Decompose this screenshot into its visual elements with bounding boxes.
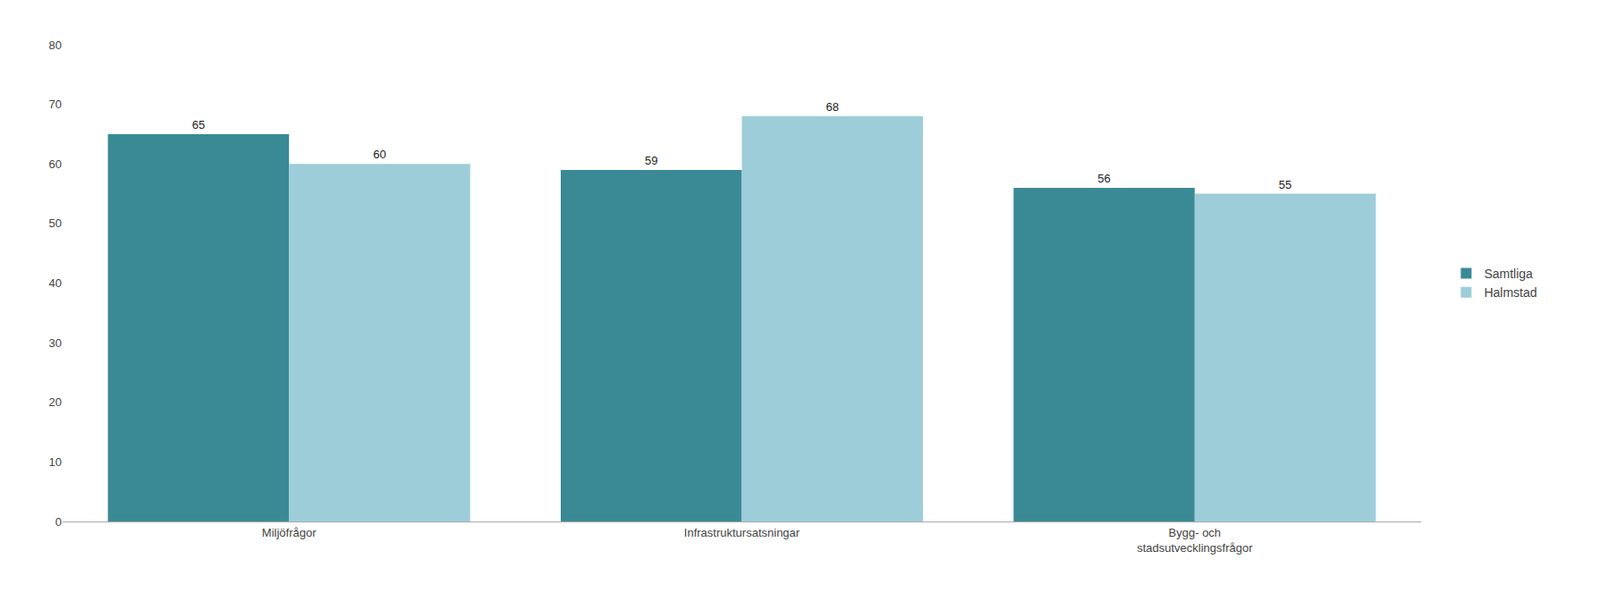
svg-text:60: 60 bbox=[372, 147, 386, 161]
svg-text:56: 56 bbox=[1097, 171, 1110, 186]
svg-text:80: 80 bbox=[49, 38, 62, 52]
svg-text:20: 20 bbox=[49, 395, 62, 409]
svg-text:Samtliga: Samtliga bbox=[1483, 266, 1533, 281]
svg-text:Infrastruktursatsningar: Infrastruktursatsningar bbox=[684, 525, 801, 540]
svg-text:40: 40 bbox=[49, 276, 62, 290]
svg-text:Halmstad: Halmstad bbox=[1483, 285, 1537, 300]
svg-text:Miljöfrågor: Miljöfrågor bbox=[262, 525, 317, 540]
svg-text:10: 10 bbox=[49, 455, 62, 469]
svg-text:68: 68 bbox=[826, 100, 839, 114]
svg-text:30: 30 bbox=[49, 336, 62, 350]
svg-text:70: 70 bbox=[49, 97, 62, 111]
svg-text:0: 0 bbox=[55, 515, 62, 529]
svg-text:65: 65 bbox=[192, 118, 205, 132]
svg-text:Bygg- ochstadsutvecklingsfrågo: Bygg- ochstadsutvecklingsfrågor bbox=[1136, 525, 1253, 555]
svg-text:59: 59 bbox=[644, 153, 658, 168]
svg-text:60: 60 bbox=[49, 157, 62, 171]
svg-text:50: 50 bbox=[49, 216, 62, 230]
svg-text:55: 55 bbox=[1278, 177, 1292, 192]
